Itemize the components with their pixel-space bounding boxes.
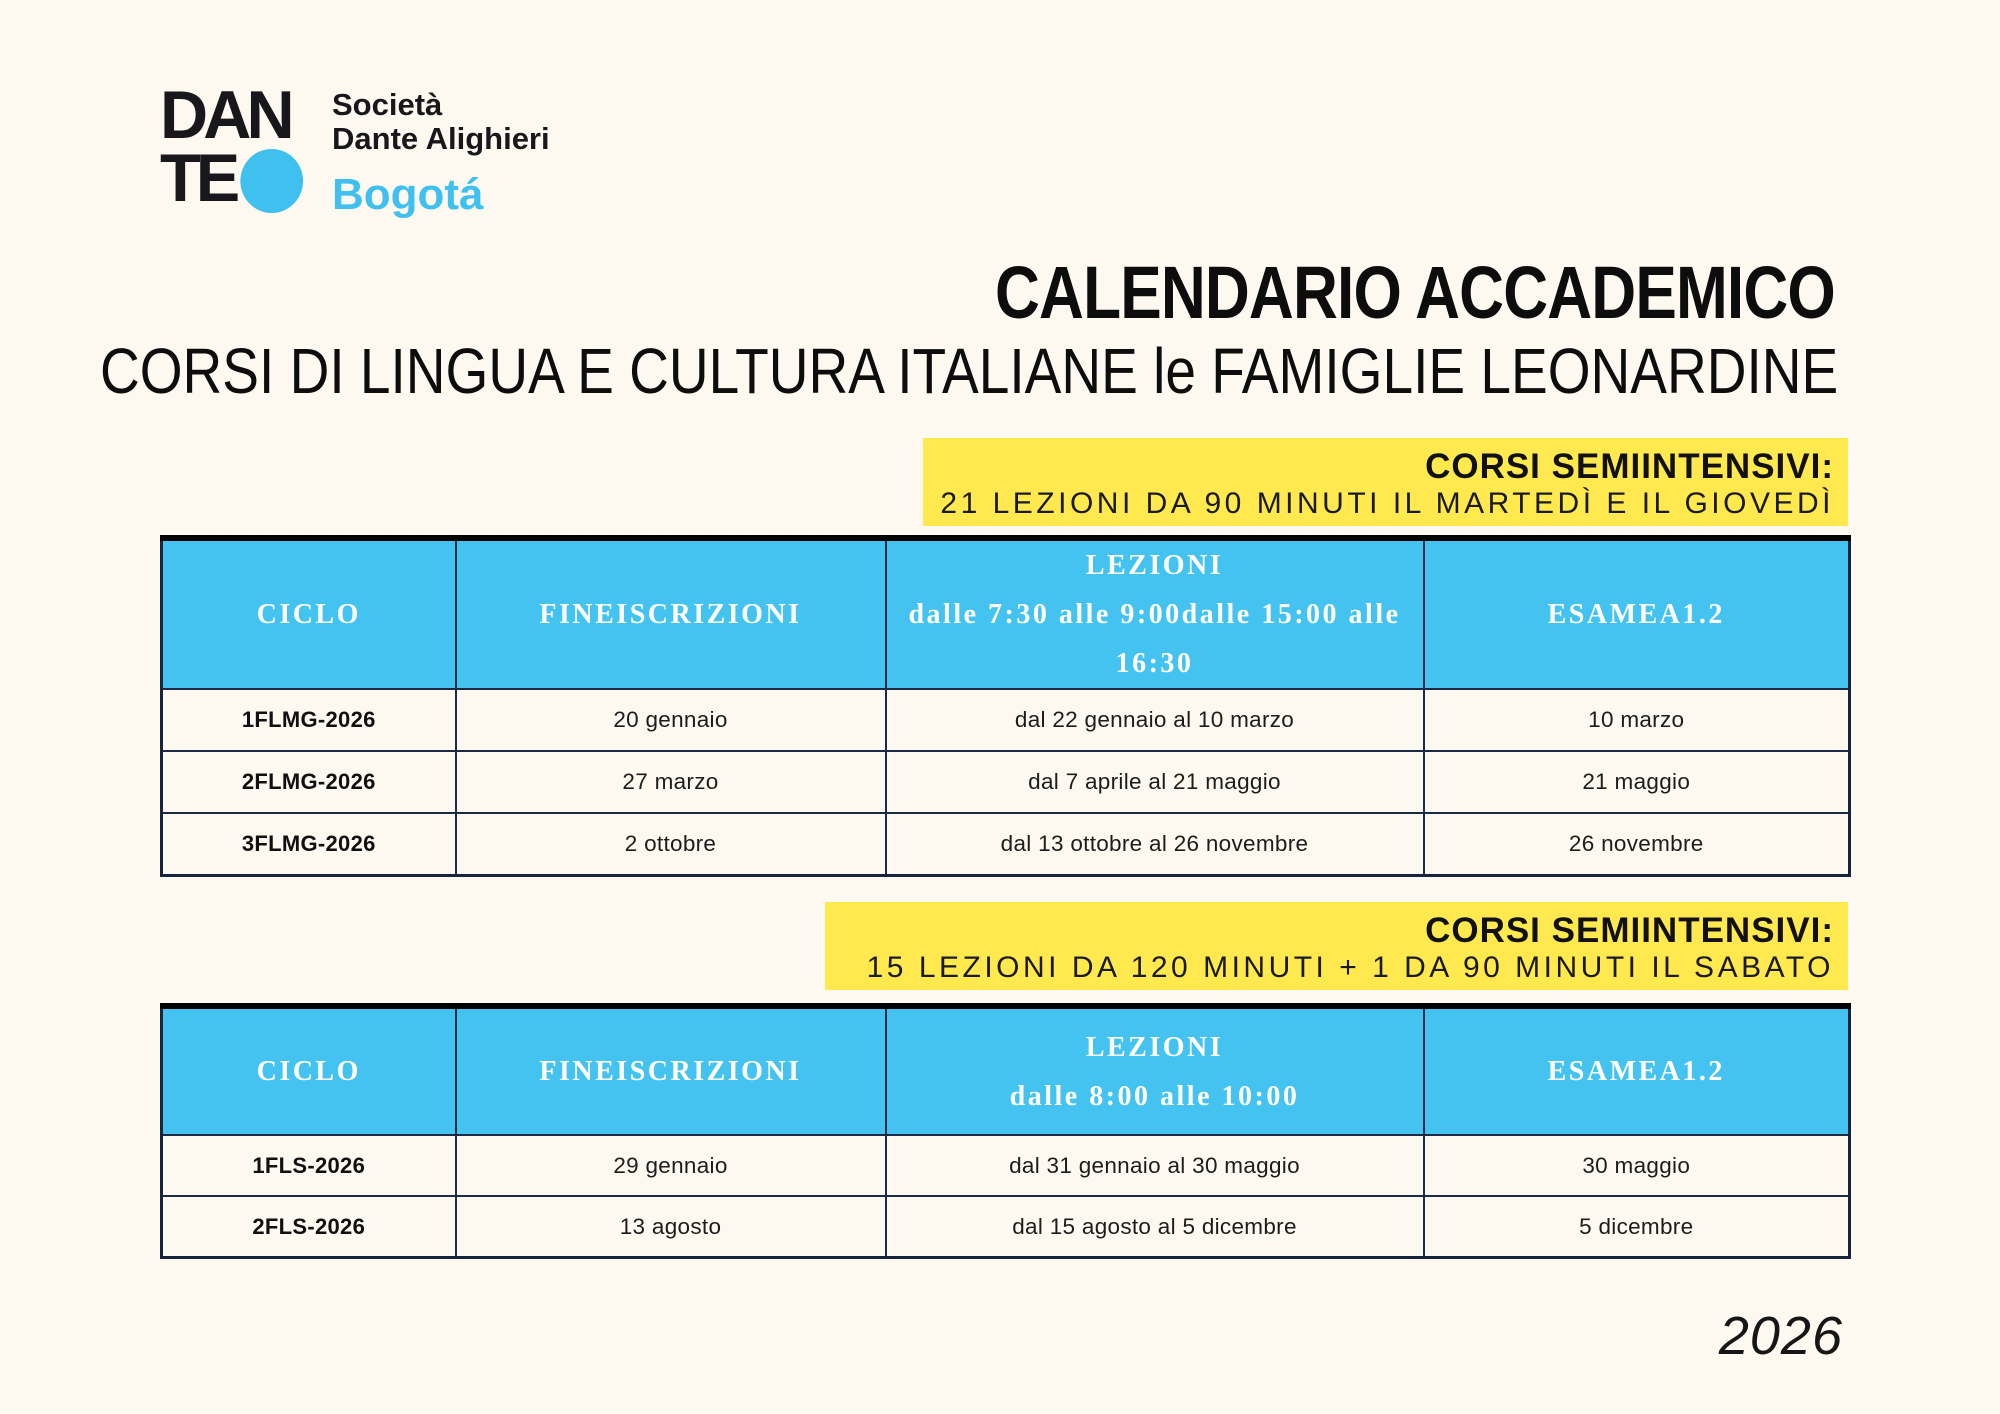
- section2-banner-title: CORSI SEMIINTENSIVI:: [1425, 911, 1834, 950]
- cell-fineiscrizioni: 13 agosto: [454, 1195, 887, 1259]
- cell-fineiscrizioni: 2 ottobre: [454, 812, 887, 877]
- cell-lezioni: dal 31 gennaio al 30 maggio: [884, 1134, 1425, 1197]
- column-header-ciclo: CICLO: [160, 1005, 457, 1136]
- column-header-ciclo: CICLO: [160, 537, 457, 690]
- column-header-fineiscrizioni: FINEISCRIZIONI: [454, 1005, 887, 1136]
- column-header-label: LEZIONI: [1085, 550, 1224, 581]
- section2-banner: CORSI SEMIINTENSIVI: 15 LEZIONI DA 120 M…: [825, 902, 1848, 990]
- section1-banner-subtitle: 21 LEZIONI DA 90 MINUTI IL MARTEDÌ E IL …: [940, 487, 1834, 520]
- column-header-fineiscrizioni: FINEISCRIZIONI: [454, 537, 887, 690]
- column-header-lezioni: LEZIONI dalle 8:00 alle 10:00: [884, 1005, 1425, 1136]
- table-header-row: CICLO FINEISCRIZIONI LEZIONI dalle 8:00 …: [160, 1005, 1851, 1136]
- table-row: 2FLS-2026 13 agosto dal 15 agosto al 5 d…: [160, 1195, 1851, 1259]
- cell-lezioni: dal 22 gennaio al 10 marzo: [884, 688, 1425, 752]
- semiintensivi-table-2: CICLO FINEISCRIZIONI LEZIONI dalle 8:00 …: [160, 1003, 1851, 1259]
- page-subtitle: CORSI DI LINGUA E CULTURA ITALIANE le FA…: [99, 335, 1838, 407]
- year-label: 2026: [1718, 1306, 1843, 1366]
- section1-banner-title: CORSI SEMIINTENSIVI:: [1425, 447, 1834, 486]
- org-name-line1: Società: [332, 87, 443, 122]
- logo-wordmark-line2: TE: [160, 144, 303, 213]
- table-header-row: CICLO FINEISCRIZIONI LEZIONI dalle 7:30 …: [160, 537, 1851, 690]
- cell-esame: 21 maggio: [1422, 750, 1851, 814]
- cell-esame: 26 novembre: [1422, 812, 1851, 877]
- cell-lezioni: dal 13 ottobre al 26 novembre: [884, 812, 1425, 877]
- section1-banner: CORSI SEMIINTENSIVI: 21 LEZIONI DA 90 MI…: [923, 438, 1848, 526]
- column-header-lezioni: LEZIONI dalle 7:30 alle 9:00dalle 15:00 …: [884, 537, 1425, 690]
- cell-esame: 10 marzo: [1422, 688, 1851, 752]
- column-header-schedule: dalle 7:30 alle 9:00dalle 15:00 alle 16:…: [908, 599, 1401, 679]
- logo-wordmark: DAN TE: [160, 77, 303, 213]
- table-row: 1FLS-2026 29 gennaio dal 31 gennaio al 3…: [160, 1134, 1851, 1197]
- column-header-label: FINEISCRIZIONI: [539, 1056, 802, 1087]
- cell-ciclo: 1FLMG-2026: [160, 688, 457, 752]
- cell-esame: 5 dicembre: [1422, 1195, 1851, 1259]
- column-header-esame: ESAMEA1.2: [1422, 1005, 1851, 1136]
- column-header-schedule: dalle 8:00 alle 10:00: [1009, 1080, 1300, 1112]
- table-row: 1FLMG-2026 20 gennaio dal 22 gennaio al …: [160, 688, 1851, 752]
- cell-ciclo: 2FLS-2026: [160, 1195, 457, 1259]
- column-header-label: ESAMEA1.2: [1547, 1056, 1725, 1087]
- column-header-esame: ESAMEA1.2: [1422, 537, 1851, 690]
- semiintensivi-table-1: CICLO FINEISCRIZIONI LEZIONI dalle 7:30 …: [160, 535, 1851, 877]
- cell-fineiscrizioni: 20 gennaio: [454, 688, 887, 752]
- column-header-label: CICLO: [256, 599, 361, 630]
- cell-ciclo: 3FLMG-2026: [160, 812, 457, 877]
- city-label: Bogotá: [332, 170, 484, 219]
- cell-esame: 30 maggio: [1422, 1134, 1851, 1197]
- column-header-label: CICLO: [256, 1056, 361, 1087]
- cell-lezioni: dal 7 aprile al 21 maggio: [884, 750, 1425, 814]
- page-title: CALENDARIO ACCADEMICO: [995, 251, 1836, 334]
- logo-circle-icon: [240, 149, 303, 213]
- cell-fineiscrizioni: 29 gennaio: [454, 1134, 887, 1197]
- column-header-label: FINEISCRIZIONI: [539, 599, 802, 630]
- section2-banner-subtitle: 15 LEZIONI DA 120 MINUTI + 1 DA 90 MINUT…: [866, 951, 1834, 984]
- cell-ciclo: 1FLS-2026: [160, 1134, 457, 1197]
- logo-wordmark-line1: DAN: [160, 77, 295, 153]
- org-name-line2: Dante Alighieri: [332, 121, 550, 156]
- cell-ciclo: 2FLMG-2026: [160, 750, 457, 814]
- column-header-label: ESAMEA1.2: [1547, 599, 1725, 630]
- table-row: 3FLMG-2026 2 ottobre dal 13 ottobre al 2…: [160, 812, 1851, 877]
- logo-wordmark-line2-text: TE: [160, 140, 240, 216]
- column-header-label: LEZIONI: [1085, 1031, 1224, 1063]
- org-name: Società Dante Alighieri: [332, 88, 550, 156]
- cell-fineiscrizioni: 27 marzo: [454, 750, 887, 814]
- table-row: 2FLMG-2026 27 marzo dal 7 aprile al 21 m…: [160, 750, 1851, 814]
- cell-lezioni: dal 15 agosto al 5 dicembre: [884, 1195, 1425, 1259]
